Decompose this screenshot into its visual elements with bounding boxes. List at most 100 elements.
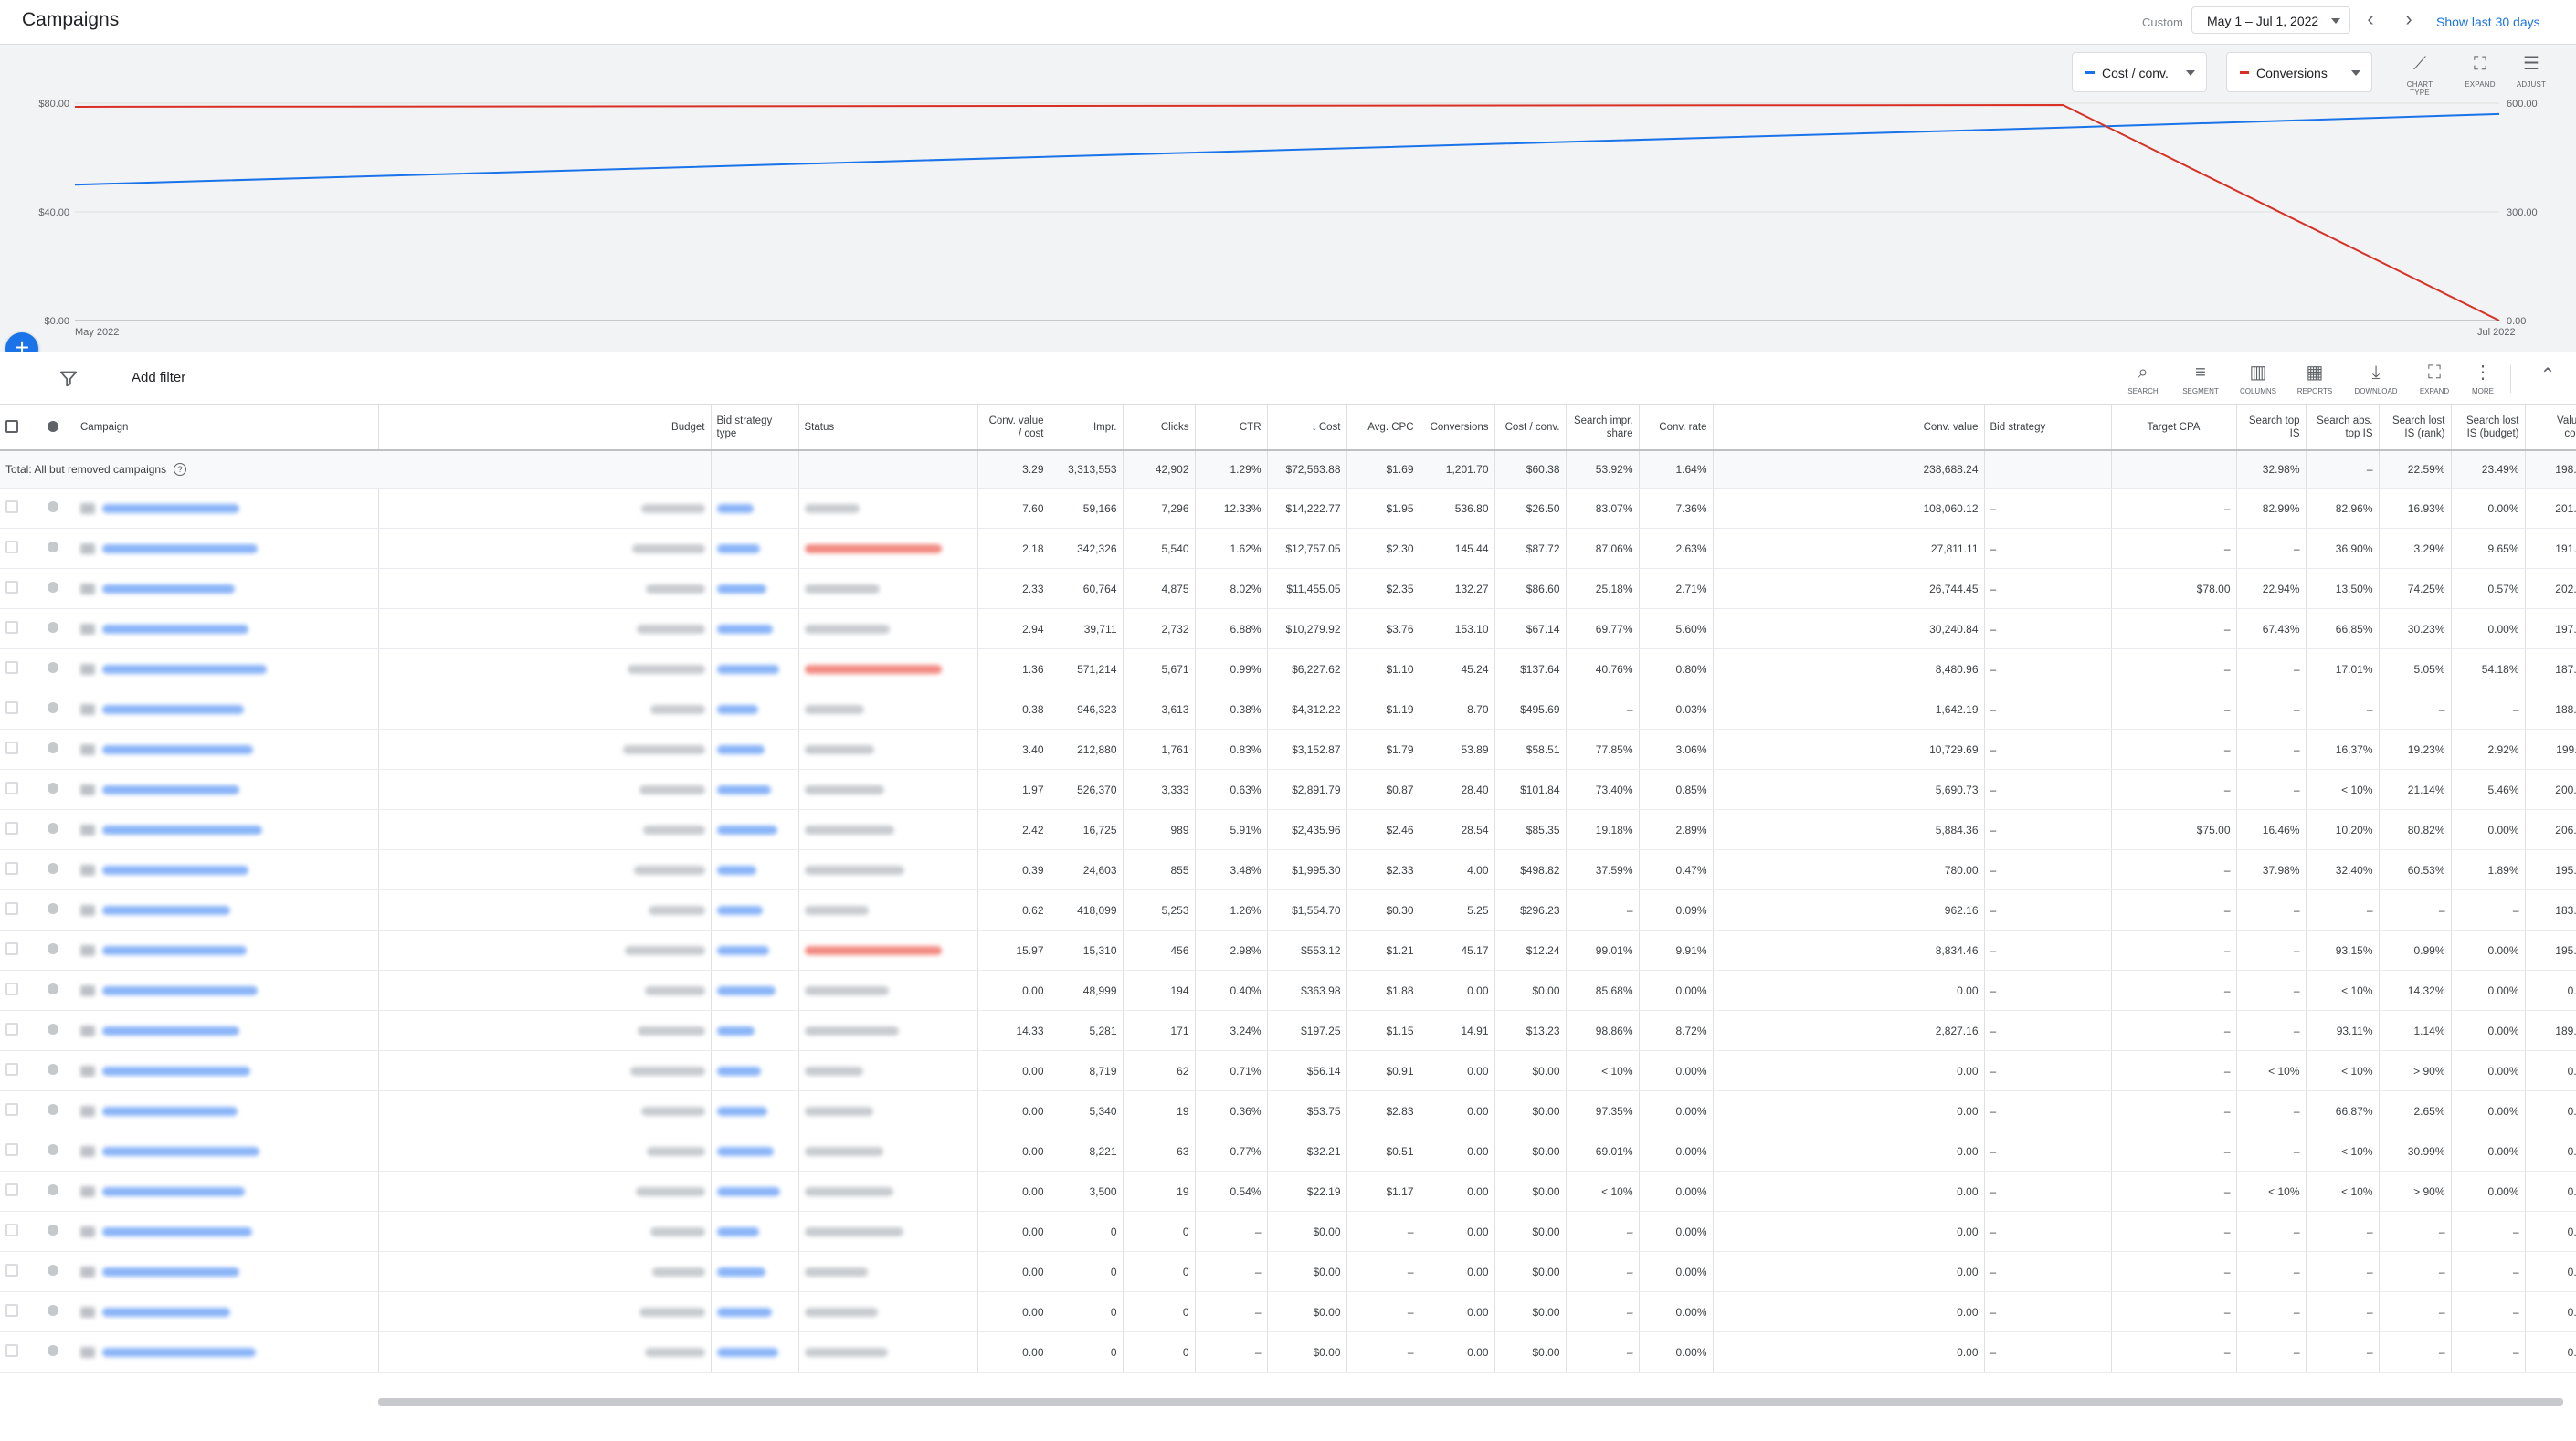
col-search-abs-top-is[interactable]: Search abs. top IS: [2306, 405, 2380, 451]
campaign-name-link[interactable]: [102, 504, 239, 514]
row-checkbox[interactable]: [5, 942, 18, 955]
horizontal-scrollbar-thumb[interactable]: [378, 1398, 2563, 1406]
col-conv-value-cost[interactable]: Conv. value / cost: [977, 405, 1050, 451]
row-checkbox[interactable]: [5, 1344, 18, 1357]
row-checkbox-cell[interactable]: [0, 809, 42, 850]
table-row[interactable]: 2.18 342,326 5,540 1.62% $12,757.05 $2.30 145.…: [0, 528, 2576, 569]
row-checkbox[interactable]: [5, 541, 18, 553]
col-conv-value[interactable]: Conv. value: [1713, 405, 1985, 451]
row-checkbox[interactable]: [5, 1143, 18, 1156]
reports-button[interactable]: ▦ REPORTS: [2289, 362, 2340, 395]
bid-strategy-type-value[interactable]: [716, 745, 765, 755]
campaign-name-link[interactable]: [102, 705, 244, 715]
row-checkbox-cell[interactable]: [0, 648, 42, 689]
row-checkbox[interactable]: [5, 1103, 18, 1116]
col-clicks[interactable]: Clicks: [1123, 405, 1196, 451]
campaign-name-link[interactable]: [102, 1067, 250, 1077]
col-ctr[interactable]: CTR: [1195, 405, 1268, 451]
campaign-name-cell[interactable]: [75, 648, 379, 689]
campaign-name-cell[interactable]: [75, 1010, 379, 1051]
col-avg-cpc[interactable]: Avg. CPC: [1346, 405, 1420, 451]
row-checkbox-cell[interactable]: [0, 970, 42, 1011]
row-checkbox-cell[interactable]: [0, 568, 42, 609]
row-checkbox-cell[interactable]: [0, 1291, 42, 1332]
campaign-name-cell[interactable]: [75, 970, 379, 1011]
table-row[interactable]: 0.00 3,500 19 0.54% $22.19 $1.17 0.00 $0.00 < 10…: [0, 1171, 2576, 1212]
row-checkbox-cell[interactable]: [0, 769, 42, 810]
campaign-name-link[interactable]: [102, 1267, 239, 1278]
campaign-name-link[interactable]: [102, 1308, 230, 1318]
table-row[interactable]: 3.40 212,880 1,761 0.83% $3,152.87 $1.79 53.89…: [0, 729, 2576, 770]
campaign-name-cell[interactable]: [75, 1331, 379, 1373]
row-checkbox[interactable]: [5, 1183, 18, 1196]
segment-button[interactable]: ≡ SEGMENT: [2175, 362, 2226, 395]
row-checkbox-cell[interactable]: [0, 1090, 42, 1131]
row-checkbox[interactable]: [5, 1023, 18, 1036]
row-checkbox-cell[interactable]: [0, 488, 42, 529]
table-row[interactable]: 15.97 15,310 456 2.98% $553.12 $1.21 45.17 $12.…: [0, 930, 2576, 971]
bid-strategy-type-value[interactable]: [716, 544, 760, 554]
bid-strategy-type-value[interactable]: [716, 1267, 765, 1278]
col-search-lost-budget[interactable]: Search lost IS (budget): [2451, 405, 2526, 451]
campaign-name-cell[interactable]: [75, 528, 379, 569]
bid-strategy-type-value[interactable]: [716, 785, 771, 795]
row-checkbox[interactable]: [5, 500, 18, 513]
campaign-name-link[interactable]: [102, 544, 258, 554]
campaign-name-link[interactable]: [102, 1026, 239, 1036]
campaign-name-cell[interactable]: [75, 1171, 379, 1212]
row-checkbox-cell[interactable]: [0, 849, 42, 890]
help-icon[interactable]: ?: [174, 463, 187, 477]
campaign-name-link[interactable]: [102, 826, 262, 836]
row-checkbox-cell[interactable]: [0, 930, 42, 971]
bid-strategy-type-value[interactable]: [716, 584, 766, 594]
bid-strategy-type-value[interactable]: [716, 1147, 774, 1157]
col-cost[interactable]: ↓ Cost: [1267, 405, 1347, 451]
campaign-name-link[interactable]: [102, 1187, 245, 1197]
campaign-name-cell[interactable]: [75, 809, 379, 850]
table-row[interactable]: 0.00 0 0– $0.00–0.00 $0.00–0.00% 0.00– – – – – –0.…: [0, 1291, 2576, 1332]
row-checkbox-cell[interactable]: [0, 1010, 42, 1051]
chart-expand-button[interactable]: ⛶ EXPAND: [2457, 53, 2503, 95]
table-row[interactable]: 1.36 571,214 5,671 0.99% $6,227.62 $1.10 45.24…: [0, 648, 2576, 689]
search-button[interactable]: ⌕ SEARCH: [2117, 362, 2169, 395]
campaign-name-cell[interactable]: [75, 769, 379, 810]
campaign-name-link[interactable]: [102, 1147, 259, 1157]
row-checkbox[interactable]: [5, 782, 18, 794]
bid-strategy-type-value[interactable]: [716, 705, 758, 715]
campaign-name-cell[interactable]: [75, 1251, 379, 1292]
show-last-30-days-link[interactable]: Show last 30 days: [2436, 15, 2540, 29]
row-checkbox[interactable]: [5, 742, 18, 754]
chart-type-button[interactable]: ⟋ CHART TYPE: [2397, 53, 2443, 97]
bid-strategy-type-value[interactable]: [716, 1227, 759, 1237]
row-checkbox[interactable]: [5, 581, 18, 594]
bid-strategy-type-value[interactable]: [716, 1308, 772, 1318]
col-target-cpa[interactable]: Target CPA: [2111, 405, 2237, 451]
table-row[interactable]: 1.97 526,370 3,333 0.63% $2,891.79 $0.87 28.40…: [0, 769, 2576, 810]
table-row[interactable]: 2.33 60,764 4,875 8.02% $11,455.05 $2.35 132.2…: [0, 568, 2576, 609]
bid-strategy-type-value[interactable]: [716, 665, 779, 675]
col-budget[interactable]: Budget: [378, 405, 712, 451]
col-bid-strategy[interactable]: Bid strategy: [1984, 405, 2112, 451]
row-checkbox-cell[interactable]: [0, 1131, 42, 1172]
campaign-name-link[interactable]: [102, 1107, 238, 1117]
chevron-right-icon[interactable]: ›: [2405, 7, 2412, 30]
bid-strategy-type-value[interactable]: [716, 946, 769, 956]
bid-strategy-type-value[interactable]: [716, 625, 773, 635]
col-cost-conv[interactable]: Cost / conv.: [1494, 405, 1567, 451]
campaign-name-cell[interactable]: [75, 930, 379, 971]
campaign-name-cell[interactable]: [75, 1211, 379, 1252]
campaign-name-link[interactable]: [102, 906, 230, 916]
bid-strategy-type-value[interactable]: [716, 986, 776, 996]
campaign-name-cell[interactable]: [75, 689, 379, 730]
download-button[interactable]: ⤓ DOWNLOAD: [2350, 362, 2402, 395]
row-checkbox-cell[interactable]: [0, 889, 42, 931]
row-checkbox-cell[interactable]: [0, 1211, 42, 1252]
table-row[interactable]: 0.39 24,603 855 3.48% $1,995.30 $2.33 4.00 $498…: [0, 849, 2576, 890]
col-impr[interactable]: Impr.: [1050, 405, 1124, 451]
metric1-selector[interactable]: Cost / conv.: [2072, 52, 2207, 92]
add-filter-button[interactable]: Add filter: [132, 370, 186, 385]
row-checkbox[interactable]: [5, 1063, 18, 1076]
col-search-lost-rank[interactable]: Search lost IS (rank): [2379, 405, 2452, 451]
campaign-name-cell[interactable]: [75, 568, 379, 609]
campaign-name-cell[interactable]: [75, 1291, 379, 1332]
